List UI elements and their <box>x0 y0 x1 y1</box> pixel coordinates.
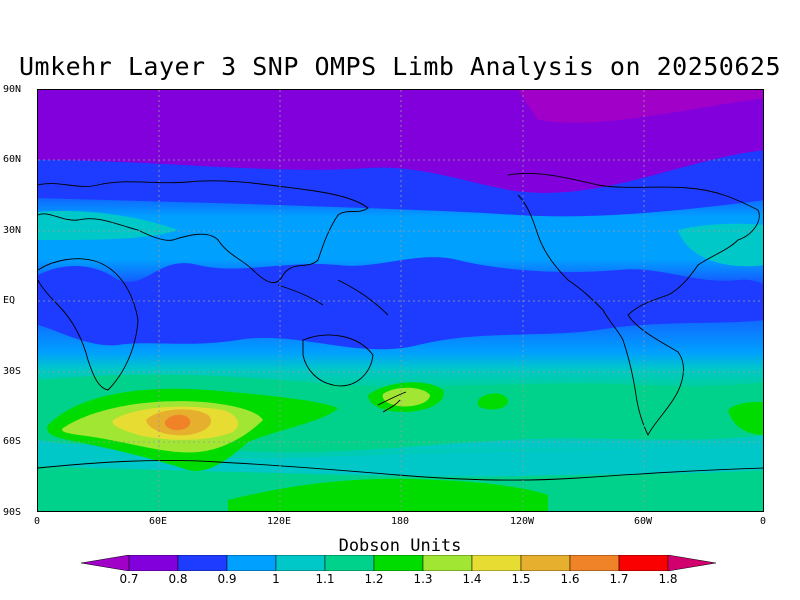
colorbar-swatch <box>471 555 522 571</box>
colorbar-swatch <box>422 555 473 571</box>
colorbar-label: 0.8 <box>168 572 188 586</box>
colorbar-swatch <box>324 555 375 571</box>
colorbar-swatch <box>275 555 326 571</box>
colorbar-swatch <box>128 555 179 571</box>
ozone-field-map <box>38 90 763 511</box>
x-tick-120w: 120W <box>509 516 535 527</box>
x-tick-120e: 120E <box>266 516 292 527</box>
x-tick-60w: 60W <box>633 516 653 527</box>
colorbar-label: 1.2 <box>364 572 384 586</box>
contour-0.7 <box>518 90 763 123</box>
colorbar-label: 1.5 <box>511 572 531 586</box>
colorbar-label: 1.3 <box>413 572 433 586</box>
contour-1.7 <box>164 414 191 431</box>
x-tick-180: 180 <box>390 516 410 527</box>
x-tick-360: 0 <box>759 516 767 527</box>
colorbar-label: 1.4 <box>462 572 482 586</box>
contour-0.9-tropics <box>38 257 763 350</box>
contour-0.9-north <box>38 150 763 217</box>
contour-1.1-antarctic <box>38 440 763 477</box>
contour-1.3-antarctica <box>228 478 548 511</box>
map-title: Umkehr Layer 3 SNP OMPS Limb Analysis on… <box>18 52 781 81</box>
y-tick-90s: 90S <box>3 507 22 518</box>
colorbar-label: 0.7 <box>119 572 139 586</box>
y-tick-30n: 30N <box>3 225 22 236</box>
x-tick-0: 0 <box>33 516 41 527</box>
colorbar-label: 1.6 <box>560 572 580 586</box>
colorbar-low-triangle <box>81 555 130 571</box>
colorbar-label: 1.1 <box>315 572 335 586</box>
colorbar-title: Dobson Units <box>338 536 462 556</box>
x-tick-60e: 60E <box>148 516 168 527</box>
contour-1.4-nz <box>382 387 430 407</box>
colorbar-label: 1.7 <box>609 572 629 586</box>
colorbar-swatch <box>569 555 620 571</box>
colorbar-swatch <box>226 555 277 571</box>
colorbar-swatch <box>520 555 571 571</box>
y-tick-60n: 60N <box>3 154 22 165</box>
y-tick-30s: 30S <box>3 366 22 377</box>
y-tick-90n: 90N <box>3 84 22 95</box>
y-tick-60s: 60S <box>3 436 22 447</box>
graticule <box>38 90 763 511</box>
coastlines <box>38 172 763 481</box>
y-tick-eq: EQ <box>3 295 16 306</box>
contour-1.0-atlantic <box>678 223 763 267</box>
colorbar <box>81 555 717 571</box>
contour-1.3-pacific <box>478 393 508 410</box>
colorbar-swatch <box>177 555 228 571</box>
colorbar-high-triangle <box>667 555 717 571</box>
colorbar-label: 0.9 <box>217 572 237 586</box>
colorbar-label: 1.8 <box>658 572 678 586</box>
colorbar-swatch <box>618 555 669 571</box>
contour-1.3-atlantic <box>728 401 763 435</box>
map-plot-area <box>37 89 764 512</box>
colorbar-label: 1 <box>272 572 280 586</box>
colorbar-swatch <box>373 555 424 571</box>
